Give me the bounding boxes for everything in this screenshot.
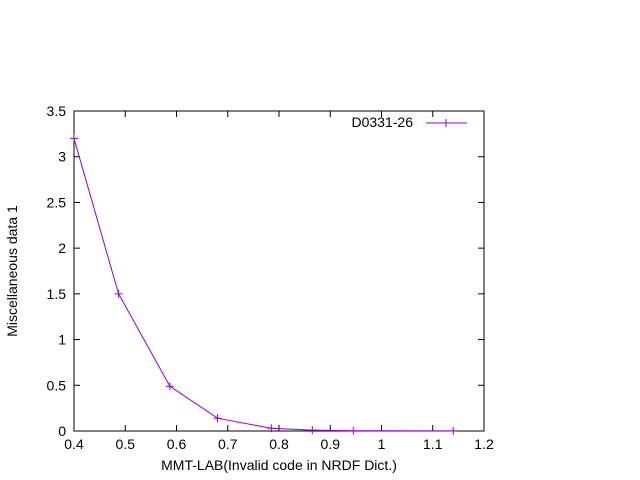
x-tick-label: 1.1: [423, 436, 443, 452]
x-tick-label: 0.6: [167, 436, 187, 452]
data-point: [349, 426, 358, 435]
x-tick-label: 1.2: [474, 436, 494, 452]
y-tick-label: 0: [58, 423, 66, 439]
y-tick-label: 3: [58, 149, 66, 165]
axis-ticks: [73, 110, 485, 432]
y-axis-label: Miscellaneous data 1: [4, 205, 20, 337]
legend-entry-label: D0331-26: [352, 114, 414, 130]
axis-tick-labels: 0.4 0.5 0.6 0.7 0.8 0.9 1 1.1 1.2 0 0.5 1 1.5 2 2.5 3 3.…: [47, 103, 494, 452]
data-point: [449, 426, 458, 435]
legend-entry-marker: [442, 119, 450, 127]
x-tick-label: 0.9: [321, 436, 341, 452]
data-point: [308, 426, 317, 435]
y-tick-label: 2.5: [47, 194, 67, 210]
series-layer: [70, 134, 458, 435]
x-axis-label: MMT-LAB(Invalid code in NRDF Dict.): [161, 457, 397, 473]
series-line: [73, 138, 454, 432]
data-point: [165, 382, 174, 391]
y-tick-label: 1.5: [47, 286, 67, 302]
data-point: [114, 289, 123, 298]
x-tick-label: 1: [378, 436, 386, 452]
data-point: [70, 134, 78, 143]
data-point: [267, 424, 276, 433]
legend: D0331-26: [352, 114, 467, 130]
y-tick-label: 3.5: [47, 103, 67, 119]
y-tick-label: 2: [58, 240, 66, 256]
x-tick-label: 0.7: [218, 436, 238, 452]
y-tick-label: 1: [58, 332, 66, 348]
x-tick-label: 0.5: [116, 436, 136, 452]
y-tick-label: 0.5: [47, 377, 67, 393]
data-point: [213, 414, 222, 423]
x-tick-label: 0.4: [64, 436, 84, 452]
x-tick-label: 0.8: [269, 436, 289, 452]
plot-frame: [73, 110, 485, 432]
